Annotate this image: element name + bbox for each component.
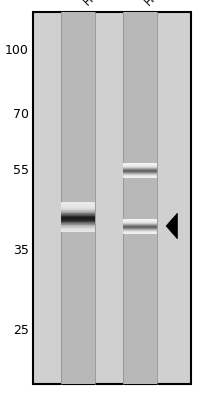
Bar <box>123 177 157 178</box>
Bar <box>61 219 95 220</box>
Text: 100: 100 <box>5 44 29 56</box>
Bar <box>61 231 95 232</box>
Bar <box>123 176 157 177</box>
Bar <box>61 215 95 216</box>
Bar <box>123 166 157 167</box>
Bar <box>61 204 95 205</box>
Bar <box>61 207 95 208</box>
Bar <box>61 226 95 227</box>
Bar <box>123 233 157 234</box>
Bar <box>123 224 157 225</box>
Bar <box>123 12 157 384</box>
Bar <box>123 222 157 223</box>
Bar <box>123 165 157 166</box>
Bar <box>61 225 95 226</box>
Bar <box>123 167 157 168</box>
Bar <box>61 216 95 217</box>
Bar <box>61 218 95 219</box>
Bar <box>61 227 95 228</box>
Bar <box>61 214 95 215</box>
Bar <box>61 203 95 204</box>
Bar <box>123 174 157 175</box>
Bar <box>61 229 95 230</box>
Bar <box>33 12 191 384</box>
Bar <box>123 175 157 176</box>
Bar <box>61 228 95 229</box>
Bar <box>61 224 95 225</box>
Bar <box>61 210 95 211</box>
Bar <box>123 223 157 224</box>
Text: 25: 25 <box>13 324 29 336</box>
Bar <box>123 170 157 171</box>
Bar <box>123 231 157 232</box>
Text: Hela: Hela <box>142 0 170 8</box>
Bar <box>61 213 95 214</box>
Bar <box>61 211 95 212</box>
Text: HepG2: HepG2 <box>80 0 118 8</box>
Bar <box>123 229 157 230</box>
Bar <box>61 202 95 203</box>
Polygon shape <box>166 213 177 239</box>
Bar <box>61 212 95 213</box>
Bar <box>123 219 157 220</box>
Bar <box>123 173 157 174</box>
Bar <box>61 208 95 209</box>
Bar <box>123 230 157 231</box>
Bar <box>123 164 157 165</box>
Bar <box>61 221 95 222</box>
Bar <box>123 163 157 164</box>
Bar <box>123 228 157 229</box>
Bar <box>123 226 157 227</box>
Text: 55: 55 <box>13 164 29 176</box>
Bar <box>123 169 157 170</box>
Bar <box>61 206 95 207</box>
Bar <box>123 172 157 173</box>
Bar <box>123 168 157 169</box>
Bar <box>61 230 95 231</box>
Bar <box>123 225 157 226</box>
Bar <box>61 205 95 206</box>
Bar <box>123 221 157 222</box>
Bar <box>61 217 95 218</box>
Bar <box>123 220 157 221</box>
Text: 35: 35 <box>13 244 29 256</box>
Bar <box>123 171 157 172</box>
Text: 70: 70 <box>13 108 29 120</box>
Bar <box>61 223 95 224</box>
Bar <box>123 227 157 228</box>
Bar <box>61 12 95 384</box>
Bar <box>61 220 95 221</box>
Bar <box>61 209 95 210</box>
Bar <box>123 232 157 233</box>
Bar <box>61 222 95 223</box>
